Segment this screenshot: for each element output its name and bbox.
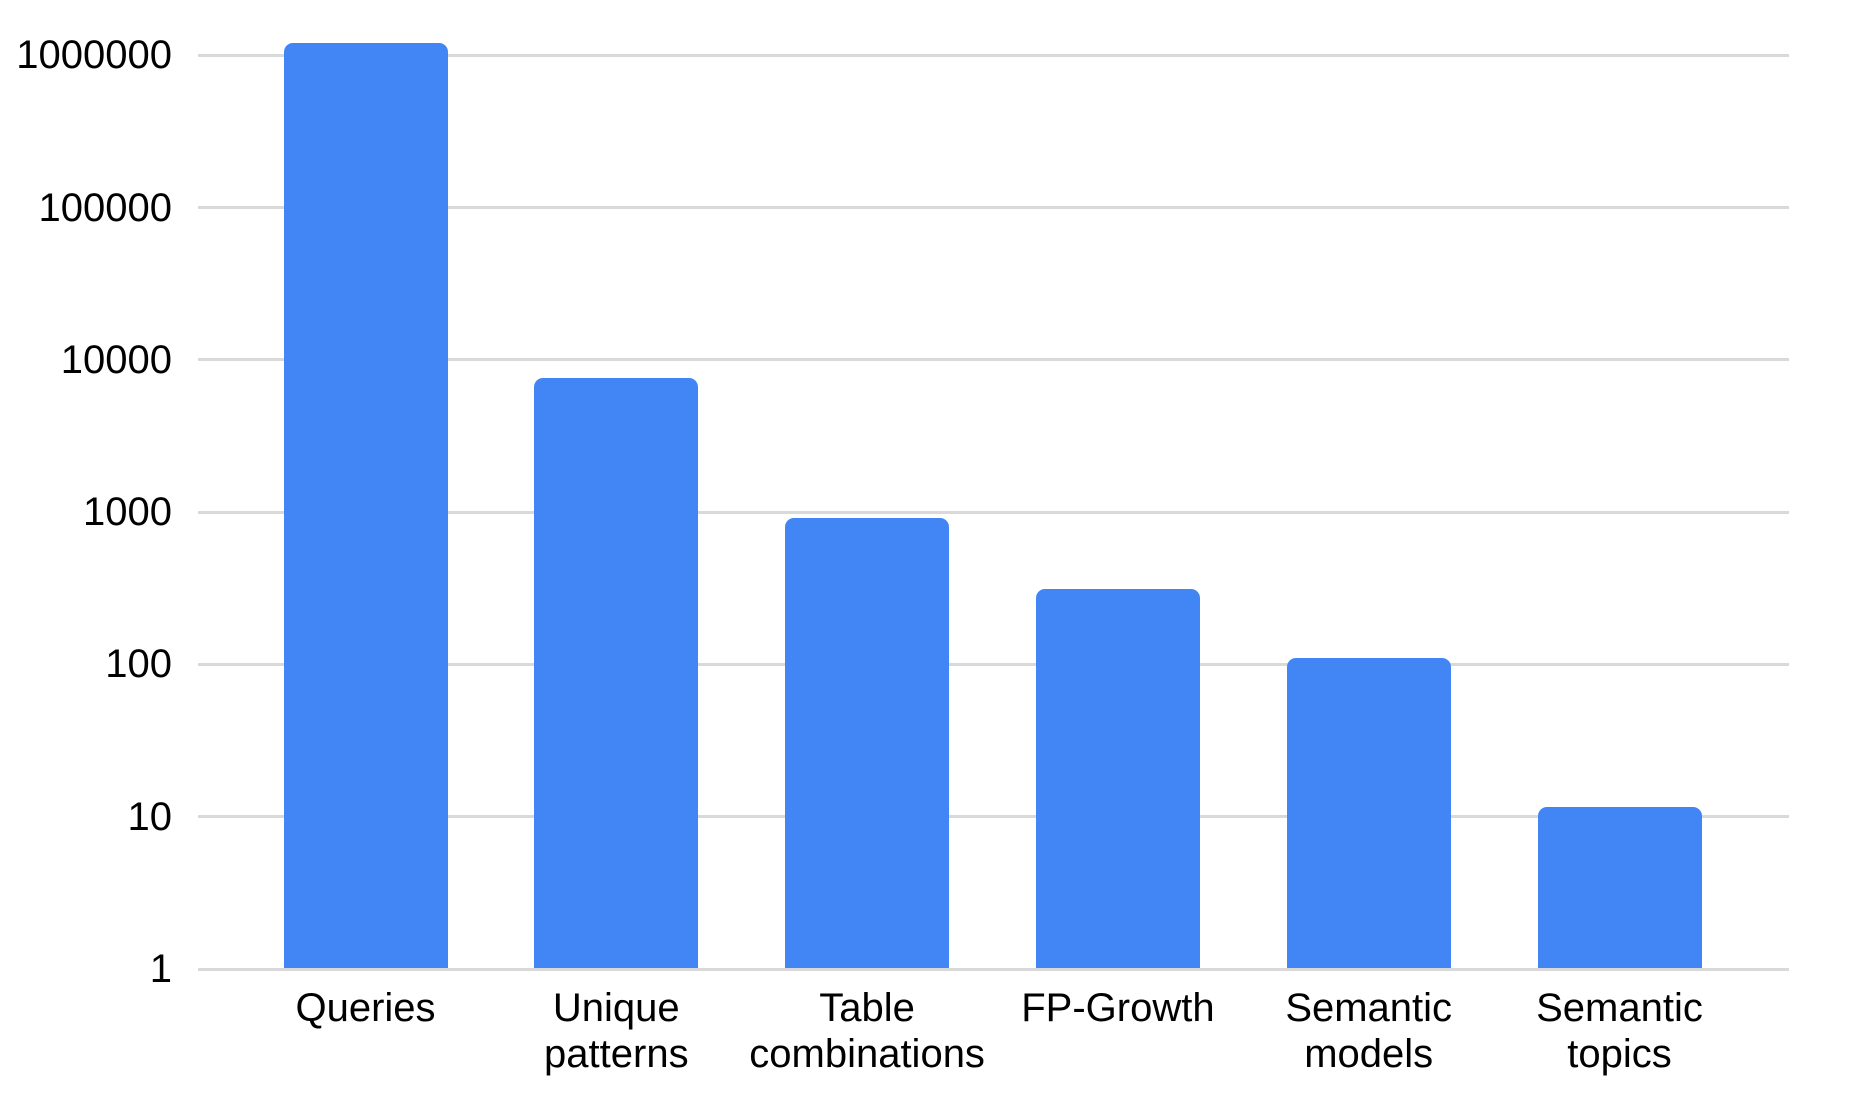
bar-unique-patterns: [534, 377, 699, 969]
x-axis-baseline: [198, 967, 1789, 971]
y-tick-label-1000: 1000: [83, 490, 172, 535]
x-category-label-table-combinations: Table combinations: [749, 986, 985, 1076]
y-gridline-10: [198, 815, 1789, 819]
bar-semantic-models: [1286, 658, 1451, 969]
y-tick-label-1: 1: [149, 947, 172, 991]
y-gridline-1000000: [198, 53, 1789, 57]
y-gridline-100000: [198, 206, 1789, 209]
x-category-label-semantic-models: Semantic models: [1285, 986, 1453, 1076]
x-category-label-semantic-topics: Semantic topics: [1536, 986, 1703, 1076]
y-tick-label-100000: 100000: [38, 185, 172, 230]
y-tick-label-10: 10: [127, 794, 173, 839]
y-tick-label-100: 100: [105, 642, 172, 687]
y-gridline-100: [198, 662, 1789, 666]
bar-queries: [283, 43, 448, 969]
y-gridline-1000: [198, 510, 1789, 514]
y-tick-label-1000000: 1000000: [16, 33, 172, 78]
bar-fp-growth: [1035, 588, 1200, 969]
bar-semantic-topics: [1537, 807, 1702, 969]
x-category-label-fp-growth: FP-Growth: [1021, 986, 1215, 1030]
x-category-label-queries: Queries: [295, 986, 436, 1030]
bar-table-combinations: [785, 517, 950, 969]
x-category-label-unique-patterns: Unique patterns: [544, 986, 689, 1076]
y-tick-label-10000: 10000: [60, 337, 172, 382]
y-gridline-10000: [198, 358, 1789, 362]
